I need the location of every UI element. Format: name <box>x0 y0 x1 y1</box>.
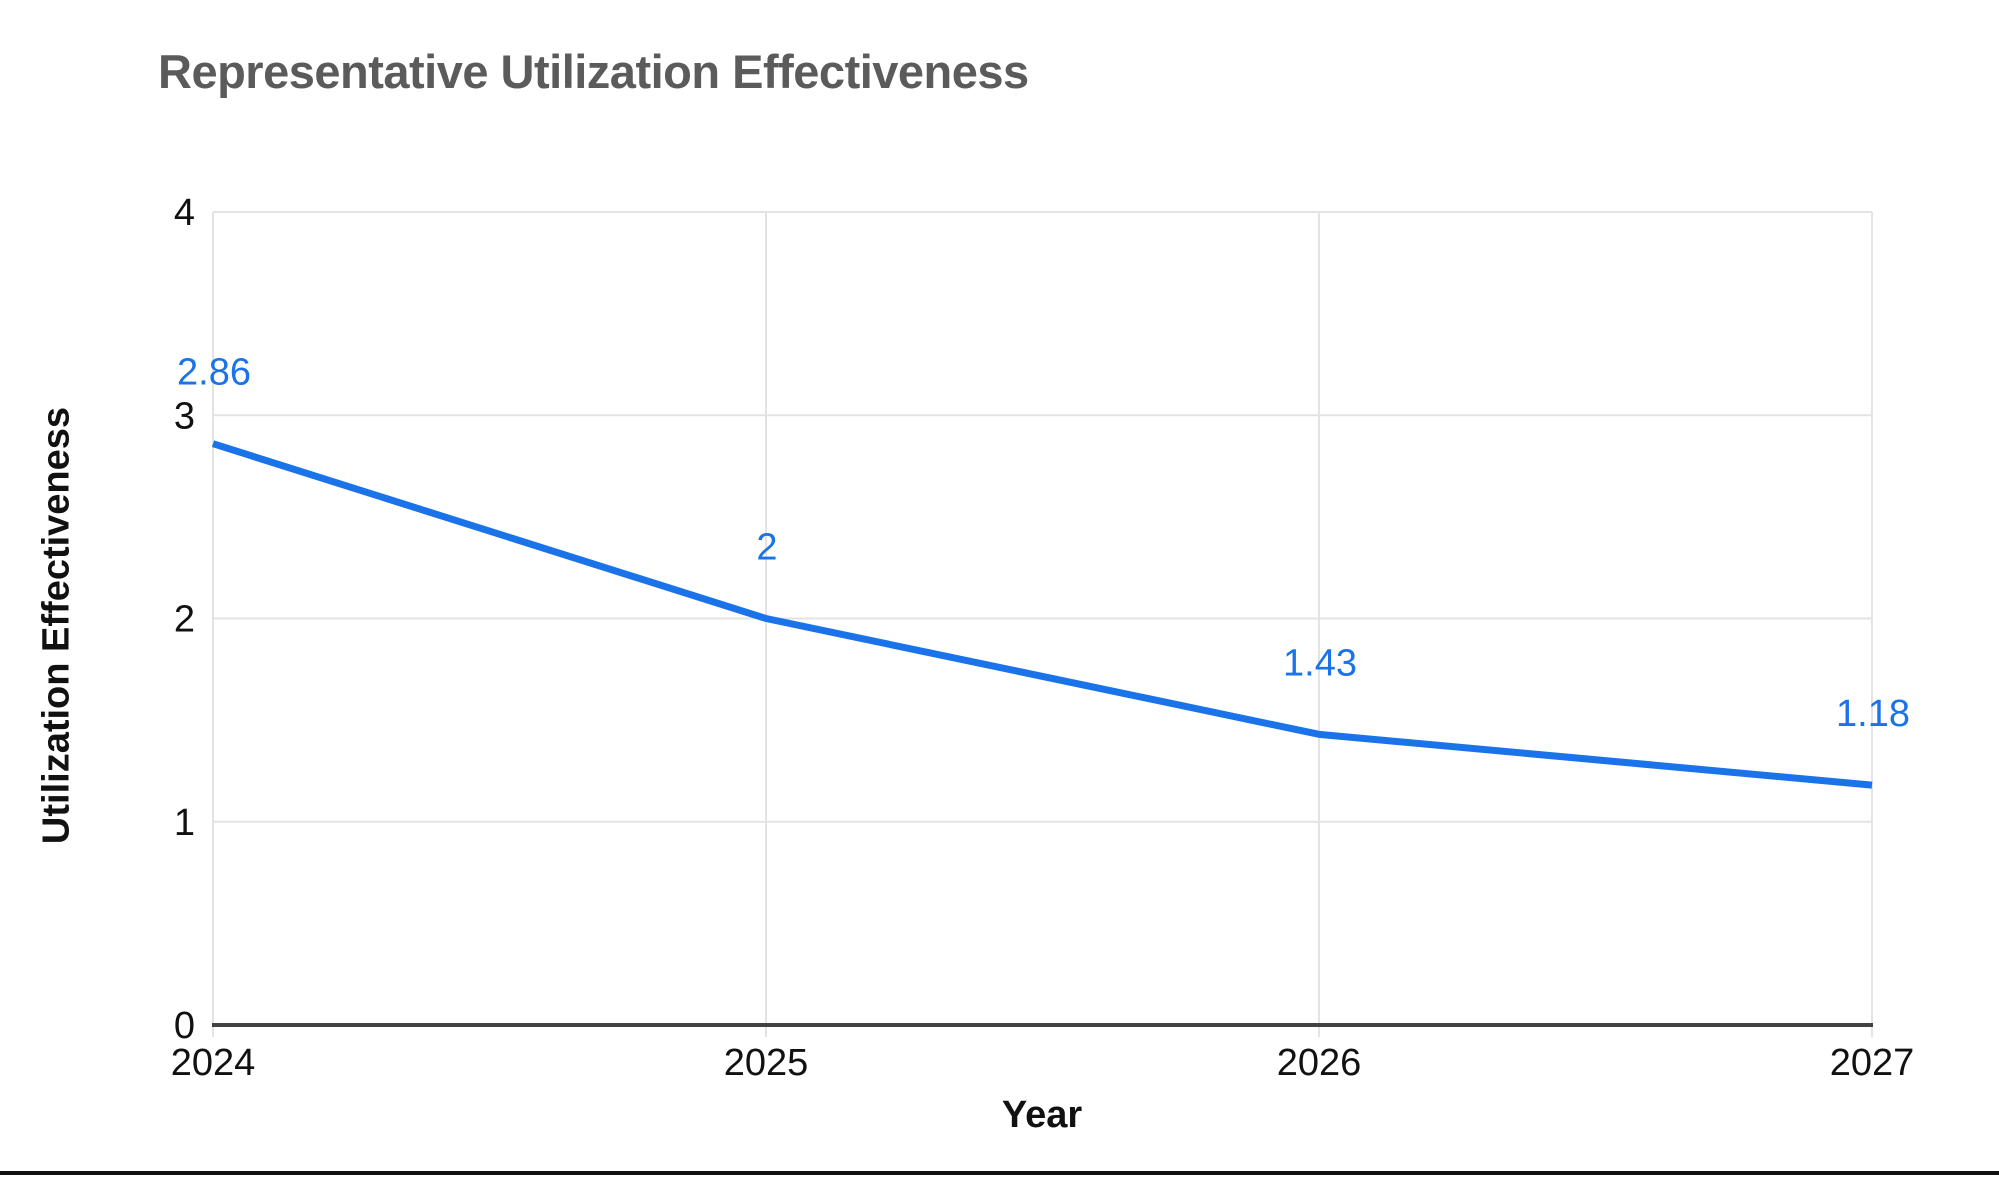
y-tick-label: 0 <box>174 1005 195 1047</box>
y-tick-label: 4 <box>174 192 195 234</box>
x-tick-label: 2027 <box>1830 1042 1915 1084</box>
y-tick-label: 2 <box>174 599 195 641</box>
x-tick-label: 2024 <box>171 1042 256 1084</box>
y-tick-label: 1 <box>174 802 195 844</box>
data-point-label: 2.86 <box>177 352 251 394</box>
x-axis-title: Year <box>1001 1094 1083 1136</box>
x-tick-label: 2025 <box>724 1042 809 1084</box>
x-tick-label: 2026 <box>1277 1042 1362 1084</box>
data-point-label: 1.18 <box>1836 693 1910 735</box>
page-bottom-border <box>0 1171 1999 1175</box>
data-point-label: 2 <box>756 527 777 569</box>
chart-title: Representative Utilization Effectiveness <box>158 45 1029 98</box>
data-series-line <box>211 440 1873 789</box>
y-tick-label: 3 <box>174 395 195 437</box>
data-point-label: 1.43 <box>1283 642 1357 684</box>
